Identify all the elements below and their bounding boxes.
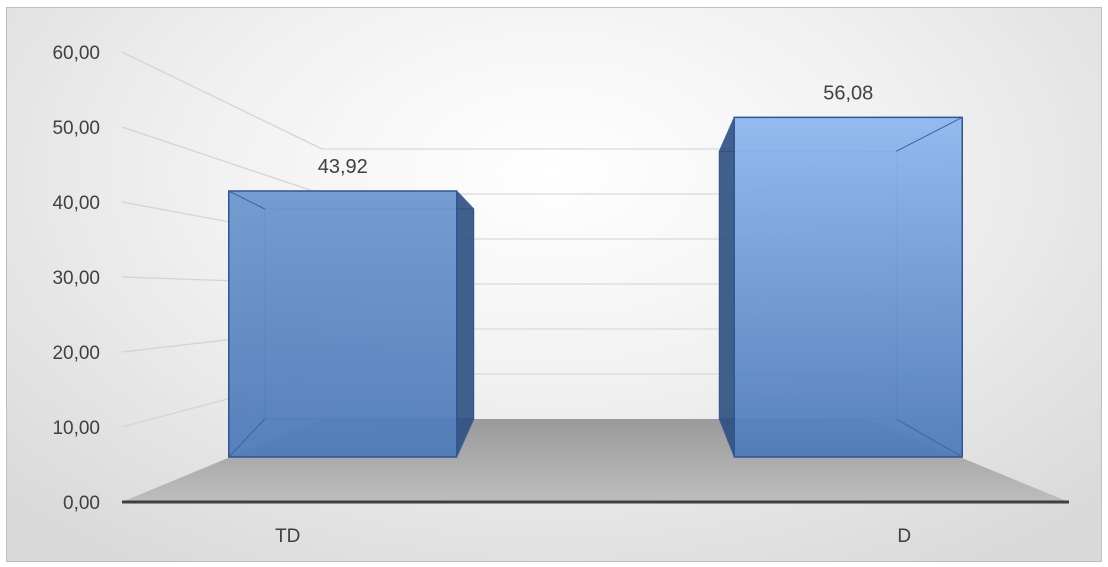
bar-td <box>228 190 475 458</box>
gridline-side <box>121 51 323 150</box>
gridline-side <box>121 126 323 195</box>
y-tick-label: 40,00 <box>52 193 100 214</box>
y-tick-label: 30,00 <box>52 268 100 289</box>
bar-front-face <box>228 190 458 458</box>
labels: 0,00 10,00 20,00 30,00 40,00 50,00 60,00 43,92 T… <box>52 43 911 547</box>
bar-side-face <box>456 191 474 457</box>
bar-edge-line <box>228 190 265 210</box>
bar-edge-line <box>718 418 735 458</box>
y-tick-label: 10,00 <box>52 418 100 439</box>
x-tick-label: D <box>897 526 911 547</box>
data-label: 43,92 <box>318 156 368 178</box>
bar-front-face <box>733 116 963 458</box>
bar-edge-line <box>896 116 963 152</box>
y-tick-label: 20,00 <box>52 343 100 364</box>
bar-edge-line <box>718 117 735 152</box>
data-label: 56,08 <box>823 82 873 104</box>
bar-side-face <box>719 117 735 458</box>
y-tick-label: 50,00 <box>52 118 100 139</box>
bar-edge-line <box>456 418 475 458</box>
x-tick-label: TD <box>275 526 300 547</box>
y-tick-label: 0,00 <box>63 493 100 514</box>
bar-chart: 0,00 10,00 20,00 30,00 40,00 50,00 60,00 43,92 T… <box>52 43 1069 547</box>
bar-d <box>718 116 963 458</box>
bar-edge-line <box>896 418 963 458</box>
chart-area: 0,00 10,00 20,00 30,00 40,00 50,00 60,00 43,92 T… <box>6 7 1102 562</box>
y-tick-label: 60,00 <box>52 43 100 64</box>
bar-edge-line <box>456 190 475 210</box>
bar-edge-line <box>228 418 266 458</box>
bars <box>228 116 963 458</box>
